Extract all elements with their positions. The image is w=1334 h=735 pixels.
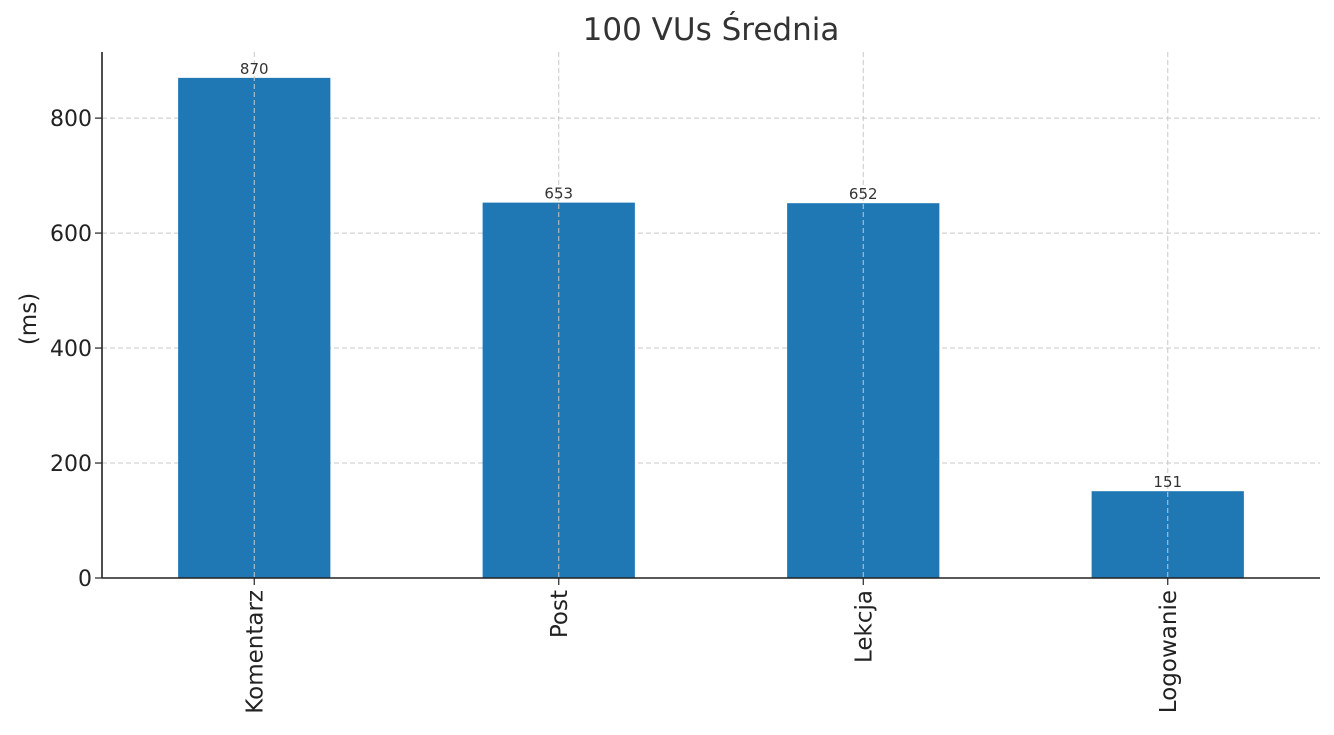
data-label: 652 bbox=[849, 185, 878, 203]
data-labels-layer: 870 653 652 151 bbox=[240, 52, 1182, 578]
y-tick-label: 200 bbox=[50, 452, 92, 477]
data-label: 151 bbox=[1153, 473, 1182, 491]
axes-layer: 0 200 400 600 800 Komentarz Post Lekcja Logowani… bbox=[50, 52, 1320, 714]
bars-layer bbox=[178, 77, 1244, 579]
y-axis-label: (ms) bbox=[16, 293, 42, 345]
x-tick-label: Logowanie bbox=[1156, 590, 1182, 713]
chart-title: 100 VUs Średnia bbox=[583, 11, 840, 48]
x-tick-label: Post bbox=[547, 590, 573, 638]
data-label: 653 bbox=[544, 185, 573, 203]
data-label: 870 bbox=[240, 60, 269, 78]
x-tick-label: Komentarz bbox=[242, 590, 268, 714]
x-tick-label: Lekcja bbox=[851, 590, 877, 663]
y-tick-label: 0 bbox=[78, 567, 92, 592]
y-tick-label: 600 bbox=[50, 222, 92, 247]
y-tick-label: 400 bbox=[50, 337, 92, 362]
y-tick-label: 800 bbox=[50, 107, 92, 132]
